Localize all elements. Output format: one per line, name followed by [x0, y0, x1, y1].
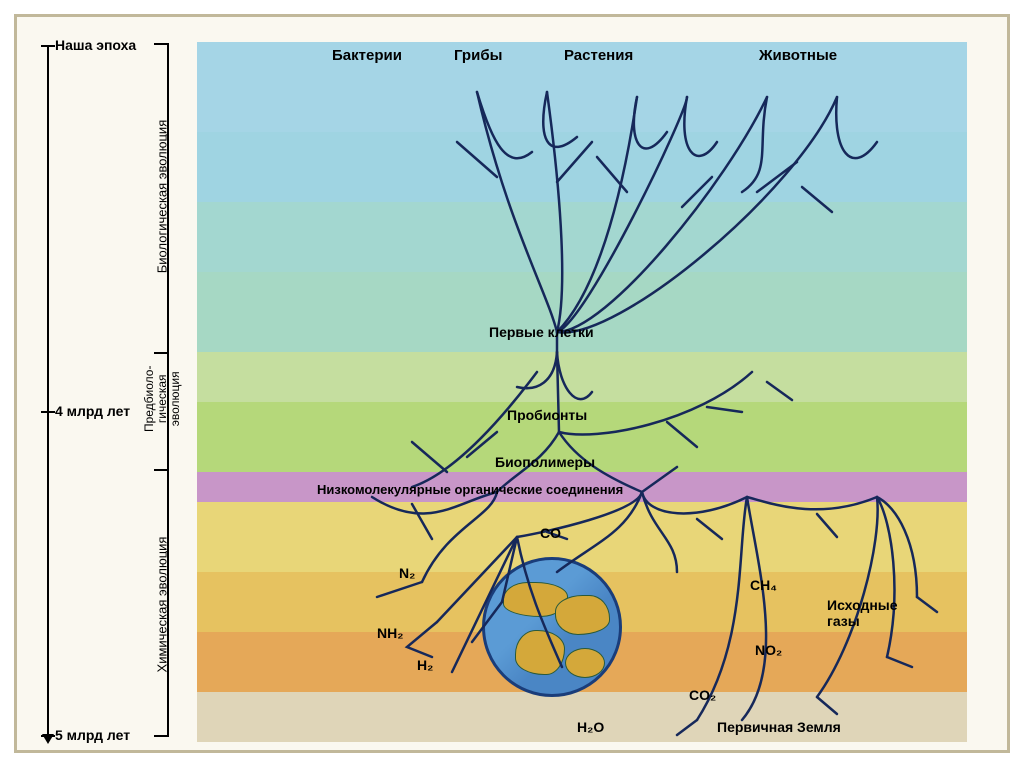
primordial-earth-label: Первичная Земля [717, 719, 841, 735]
timeline-tick [41, 45, 55, 47]
timeline-tick [41, 735, 55, 737]
phase-prebiotic-line: Предбиоло- гическая эволюция [142, 366, 182, 433]
phase-divider [154, 735, 168, 737]
kingdom-fungi: Грибы [454, 47, 502, 64]
diagram-area [197, 42, 967, 742]
timeline-tick [41, 411, 55, 413]
stage-low-molecular: Низкомолекулярные органические соединени… [317, 482, 623, 497]
phase-divider [154, 43, 168, 45]
gas-ch4: CH₄ [750, 577, 777, 593]
gas-no2: NO₂ [755, 642, 782, 658]
kingdom-animals: Животные [759, 47, 837, 64]
phase-prebiotic: Предбиоло- гическая эволюция [143, 349, 183, 449]
gas-co: CO [540, 525, 561, 541]
gas-nh2: NH₂ [377, 625, 403, 641]
phase-divider [154, 469, 168, 471]
time-label-5bya: 5 млрд лет [55, 727, 130, 743]
phase-chemical: Химическая эволюция [155, 525, 170, 685]
initial-gases-text: Исходные газы [827, 597, 898, 629]
initial-gases-label: Исходные газы [827, 597, 898, 629]
gas-h2o: H₂O [577, 719, 604, 735]
gas-co2: CO₂ [689, 687, 716, 703]
time-label-4bya: 4 млрд лет [55, 403, 130, 419]
stage-biopolymers: Биополимеры [495, 454, 595, 470]
phase-biological: Биологическая эволюция [155, 107, 170, 287]
kingdom-bacteria: Бактерии [332, 47, 402, 64]
kingdom-plants: Растения [564, 47, 633, 64]
gas-h2: H₂ [417, 657, 433, 673]
diagram-frame: Наша эпоха 4 млрд лет 5 млрд лет Биологи… [14, 14, 1010, 753]
gas-n2: N₂ [399, 565, 415, 581]
stage-probionts: Пробионты [507, 407, 587, 423]
timeline-axis [47, 45, 49, 739]
evolution-tree [197, 42, 967, 742]
stage-first-cells: Первые клетки [489, 324, 594, 340]
time-label-now: Наша эпоха [55, 37, 136, 53]
